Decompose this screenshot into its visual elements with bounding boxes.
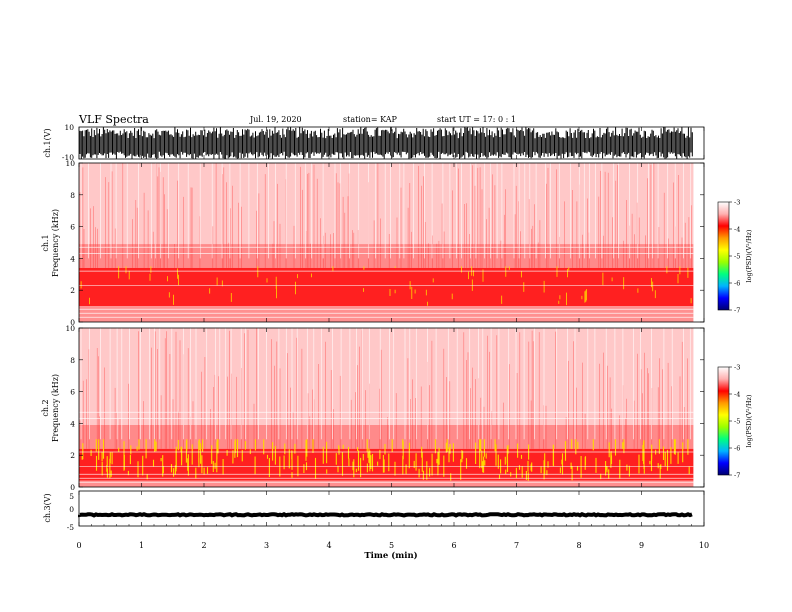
ch3-waveform-trace	[78, 511, 693, 518]
colorbar-label: log(PSD)(V²/Hz)	[745, 394, 753, 447]
ytick-label: 4	[70, 419, 75, 428]
colorbar-tick-label: -4	[734, 391, 740, 399]
ch1-spectrogram-image	[79, 163, 694, 322]
xtick-label: 10	[699, 541, 709, 550]
ch1-ytick-bottom: -10	[62, 153, 74, 162]
ytick-label: 10	[65, 324, 75, 333]
colorbar-scale	[717, 201, 730, 311]
ytick-label: 6	[70, 223, 75, 232]
spectrogram-gaps	[80, 163, 692, 259]
ytick-label: 0	[70, 483, 75, 492]
spectrogram-mid-region	[79, 424, 694, 449]
ch1-colorbar: -3 -4 -5 -6 -7 log(PSD)(V²/Hz)	[717, 199, 753, 315]
time-axis-ticks: 0 1 2 3 4 5 6 7 8 9 10	[76, 127, 709, 550]
spectrogram-low-region	[79, 480, 694, 487]
colorbar-tick-label: -3	[734, 364, 740, 372]
ch2-spectrogram-channel-label: ch.2	[41, 399, 50, 416]
ch1-waveform-ylabel: ch.1(V)	[43, 128, 52, 157]
colorbar-label: log(PSD)(V²/Hz)	[745, 229, 753, 282]
ch2-colorbar: -3 -4 -5 -6 -7 log(PSD)(V²/Hz)	[717, 364, 753, 480]
start-time-label: start UT = 17: 0 : 1	[437, 115, 516, 124]
ch2-spectrogram-yticks: 0 2 4 6 8 10	[65, 324, 704, 492]
ytick-label: 6	[70, 388, 75, 397]
spectrogram-streaks	[79, 163, 692, 268]
xtick-label: 3	[264, 541, 269, 550]
ch1-spectrogram-ylabel: Frequency (kHz)	[51, 209, 60, 277]
ytick-label: 2	[70, 286, 75, 295]
ch3-ytick-middle: 0	[69, 505, 74, 514]
ch1-waveform-line	[79, 127, 693, 159]
xtick-label: 8	[576, 541, 581, 550]
date-label: Jul. 19, 2020	[249, 115, 302, 124]
ch3-waveform-line	[78, 511, 693, 518]
station-label: station= KAP	[343, 115, 398, 124]
colorbar-scale	[717, 366, 730, 476]
ytick-label: 4	[70, 254, 75, 263]
ytick-label: 10	[65, 159, 75, 168]
colorbar-tick-label: -3	[734, 199, 740, 207]
spectrogram-mid-region	[79, 244, 694, 268]
figure-title: VLF Spectra	[78, 113, 149, 126]
spectrogram-gaps	[80, 328, 691, 440]
colorbar-tick-label: -5	[734, 418, 740, 426]
ch1-waveform-trace	[79, 127, 693, 159]
ch1-spectrogram-channel-label: ch.1	[41, 234, 50, 251]
ch3-waveform-ylabel: ch.3(V)	[43, 493, 52, 522]
ytick-label: 2	[70, 451, 75, 460]
ytick-label: 8	[70, 356, 75, 365]
ch2-spectrogram-image	[79, 328, 694, 487]
spectrogram-low-region	[79, 306, 694, 322]
xtick-label: 7	[514, 541, 519, 550]
ytick-label: 8	[70, 191, 75, 200]
ch2-spectrogram-panel: 0 2 4 6 8 10 ch.2 Frequency (kHz)	[41, 324, 705, 492]
ch1-waveform-panel: 10 -10 ch.1(V)	[43, 123, 705, 162]
colorbar-tick-label: -6	[734, 445, 740, 453]
xtick-label: 4	[326, 541, 331, 550]
colorbar-tick-label: -7	[734, 307, 740, 315]
ch1-spectrogram-yticks: 0 2 4 6 8 10	[65, 159, 704, 327]
xtick-label: 9	[639, 541, 644, 550]
ch2-spectrogram-ylabel: Frequency (kHz)	[51, 374, 60, 442]
spectrogram-band	[79, 267, 694, 307]
ch1-spectrogram-panel: 0 2 4 6 8 10 ch.1 Frequency (kHz)	[41, 159, 705, 327]
ch3-waveform-panel: 5 0 -5 ch.3(V)	[43, 490, 705, 532]
xtick-label: 0	[76, 541, 81, 550]
ch3-ytick-bottom: -5	[67, 523, 75, 532]
ytick-label: 0	[70, 318, 75, 327]
spectrogram-upper-region	[79, 163, 694, 245]
spectrogram-bursts	[81, 439, 690, 481]
ch1-ytick-top: 10	[64, 123, 74, 132]
colorbar-tick-label: -4	[734, 226, 740, 234]
xtick-label: 2	[201, 541, 206, 550]
xtick-label: 5	[389, 541, 394, 550]
colorbar-tick-label: -5	[734, 253, 740, 261]
time-axis-label: Time (min)	[364, 550, 417, 561]
colorbar-tick-label: -6	[734, 280, 740, 288]
xtick-label: 1	[139, 541, 144, 550]
spectrogram-upper-region	[79, 328, 694, 425]
colorbar-tick-label: -7	[734, 472, 740, 480]
ch3-waveform-frame	[78, 490, 705, 527]
xtick-label: 6	[451, 541, 456, 550]
ch3-ytick-top: 5	[69, 492, 74, 501]
